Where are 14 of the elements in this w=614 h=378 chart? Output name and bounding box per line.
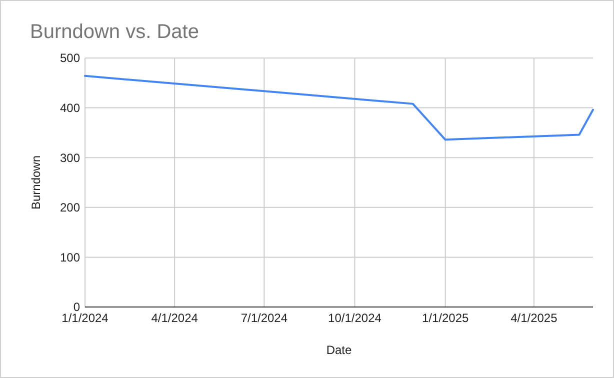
x-tick-label: 7/1/2024 xyxy=(240,311,288,325)
x-tick-label: 10/1/2024 xyxy=(328,311,382,325)
line-series xyxy=(84,74,594,141)
y-tick-label: 100 xyxy=(60,250,80,264)
y-tick-label: 200 xyxy=(60,200,80,215)
x-tick-label: 1/1/2025 xyxy=(422,311,470,325)
x-tick-label: 4/1/2025 xyxy=(510,311,558,325)
y-tick-label: 300 xyxy=(60,150,80,165)
x-axis-title: Date xyxy=(326,343,352,357)
y-tick-label: 500 xyxy=(60,51,80,66)
chart-title: Burndown vs. Date xyxy=(30,21,199,43)
y-axis-title: Burndown xyxy=(29,155,43,210)
x-tick-label: 4/1/2024 xyxy=(151,311,198,325)
y-tick-label: 400 xyxy=(60,101,80,115)
